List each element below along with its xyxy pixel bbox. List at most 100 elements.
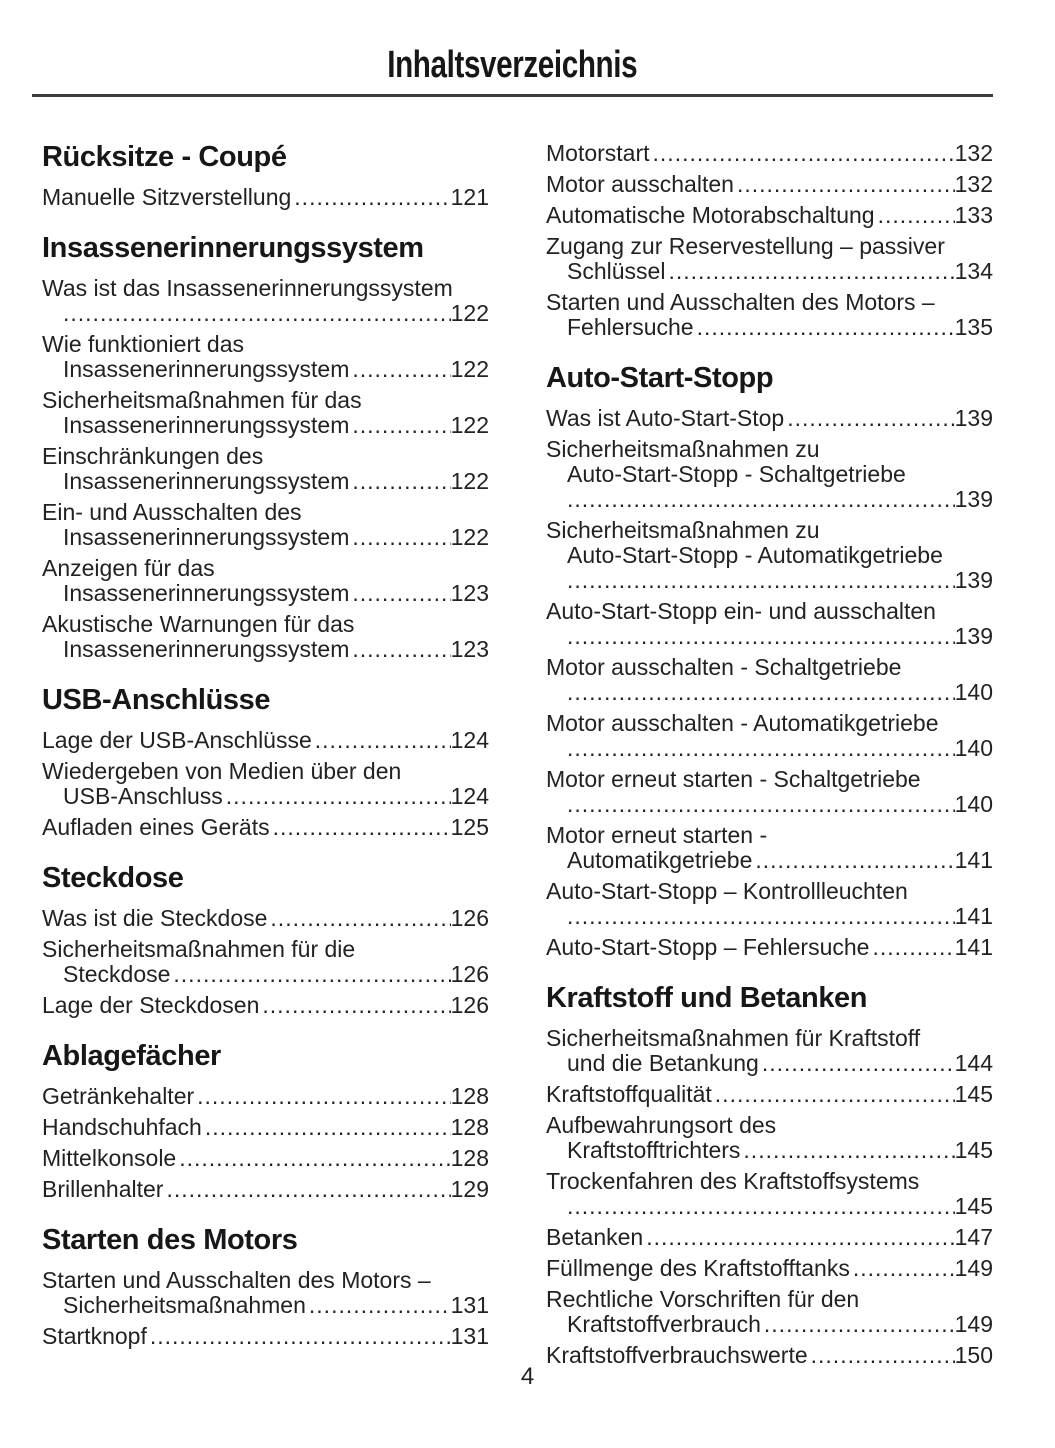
page-ref: 149 <box>954 1311 993 1337</box>
toc-entry-dotline: 139 <box>546 568 993 593</box>
page-ref: 132 <box>954 171 993 197</box>
page-ref: 122 <box>450 468 489 494</box>
toc-entry-text: USB-Anschluss <box>63 783 223 809</box>
toc-entry-line: Sicherheitsmaßnahmen für die <box>42 936 356 962</box>
toc-entry: Sicherheitsmaßnahmen für Kraftstoff und d… <box>546 1026 993 1076</box>
toc-entry-line: Sicherheitsmaßnahmen zu <box>546 436 820 462</box>
toc-entry-text: Fehlersuche <box>567 314 694 340</box>
dot-leader <box>166 1177 450 1202</box>
dot-leader <box>352 525 450 550</box>
page-ref: 141 <box>954 847 993 873</box>
toc-entry-line: Sicherheitsmaßnahmen zu <box>546 517 820 543</box>
toc-entry-dotline: Handschuhfach 128 <box>42 1115 489 1140</box>
toc-entry: Kraftstoffverbrauchswerte 150 <box>546 1343 993 1368</box>
page-ref: 132 <box>954 140 993 166</box>
toc-entry-text: Insassenerinnerungssystem <box>63 580 350 606</box>
toc-entry-line: Motor erneut starten - <box>546 822 768 848</box>
toc-entry: Trockenfahren des Kraftstoffsystems 145 <box>546 1169 993 1219</box>
toc-entry: Aufladen eines Geräts 125 <box>42 815 489 840</box>
dot-leader <box>294 185 450 210</box>
toc-entry: Einschränkungen des Insassenerinnerungssy… <box>42 444 489 494</box>
toc-entry-dotline: Insassenerinnerungssystem 122 <box>42 525 489 550</box>
toc-entry: Kraftstoffqualität 145 <box>546 1082 993 1107</box>
page-ref: 128 <box>450 1083 489 1109</box>
toc-entry-line: Auto-Start-Stopp - Automatikgetriebe <box>567 542 943 568</box>
dot-leader <box>872 935 954 960</box>
toc-column-right: Motorstart 132 Motor ausschalten 132 Automat… <box>546 141 993 1374</box>
page-title: Inhaltsverzeichnis <box>32 44 993 86</box>
toc-entry-dotline: Lage der Steckdosen 126 <box>42 993 489 1018</box>
toc-entry-line: Motor ausschalten - Schaltgetriebe <box>546 654 902 680</box>
dot-leader <box>150 1324 451 1349</box>
dot-leader <box>352 581 450 606</box>
toc-section-heading: Ablagefächer <box>42 1040 221 1072</box>
toc-entry-dotline: Getränkehalter 128 <box>42 1084 489 1109</box>
dot-leader <box>63 301 451 326</box>
page-ref: 140 <box>954 791 993 817</box>
page-ref: 126 <box>450 992 489 1018</box>
toc-entry-text: Betanken <box>546 1224 644 1250</box>
toc-entry-line: Aufbewahrungsort des <box>546 1112 777 1138</box>
toc-entry-line: Rechtliche Vorschriften für den <box>546 1286 860 1312</box>
page-ref: 125 <box>450 814 489 840</box>
toc-entry: Anzeigen für das Insassenerinnerungssyste… <box>42 556 489 606</box>
toc-entry-text: Insassenerinnerungssystem <box>63 412 350 438</box>
toc-entry: Füllmenge des Kraftstofftanks 149 <box>546 1256 993 1281</box>
toc-entry-text: Schlüssel <box>567 258 666 284</box>
title-rule <box>32 94 993 97</box>
page-number: 4 <box>520 1363 535 1390</box>
dot-leader <box>653 141 955 166</box>
toc-column-left: Rücksitze - Coupé Manuelle Sitzverstellun… <box>42 141 489 1374</box>
toc-entry-text: Kraftstofftrichters <box>567 1137 741 1163</box>
page-ref: 144 <box>954 1050 993 1076</box>
toc-entry-text: Mittelkonsole <box>42 1145 177 1171</box>
dot-leader <box>352 469 450 494</box>
toc-entry: Handschuhfach 128 <box>42 1115 489 1140</box>
toc-entry-text: Startknopf <box>42 1323 147 1349</box>
toc-entry-dotline: Schlüssel 134 <box>546 259 993 284</box>
toc-entry-text: Was ist die Steckdose <box>42 905 268 931</box>
page-ref: 126 <box>450 961 489 987</box>
toc-entry-text: Motorstart <box>546 140 650 166</box>
toc-section: Steckdose Was ist die Steckdose 126 Sicherh… <box>42 862 489 1018</box>
dot-leader <box>567 487 955 512</box>
toc-entry-dotline: 139 <box>546 487 993 512</box>
dot-leader <box>270 906 450 931</box>
toc-entry-line: Was ist das Insassenerinnerungssystem <box>42 275 453 301</box>
toc-entry-line: Anzeigen für das <box>42 555 215 581</box>
toc-entry-text: Brillenhalter <box>42 1176 164 1202</box>
page-ref: 126 <box>450 905 489 931</box>
toc-entry-dotline: Mittelkonsole 128 <box>42 1146 489 1171</box>
page-ref: 145 <box>954 1137 993 1163</box>
toc-section-heading: USB-Anschlüsse <box>42 684 271 716</box>
dot-leader <box>262 993 450 1018</box>
page-ref: 128 <box>450 1114 489 1140</box>
dot-leader <box>715 1082 955 1107</box>
toc-entry-line: Einschränkungen des <box>42 443 264 469</box>
page-ref: 122 <box>450 524 489 550</box>
toc-entry-text: Handschuhfach <box>42 1114 202 1140</box>
toc-entry-dotline: Was ist Auto-Start-Stop 139 <box>546 406 993 431</box>
toc-entry-text: Steckdose <box>63 961 171 987</box>
toc-entry-text: Kraftstoffverbrauch <box>567 1311 761 1337</box>
toc-entry-dotline: Insassenerinnerungssystem 122 <box>42 357 489 382</box>
toc-entry: Motor ausschalten 132 <box>546 172 993 197</box>
toc-entry: Auto-Start-Stopp ein- und ausschalten 139 <box>546 599 993 649</box>
toc-entry-text: Kraftstoffverbrauchswerte <box>546 1342 808 1368</box>
toc-entry-dotline: 141 <box>546 904 993 929</box>
toc-entry-dotline: Insassenerinnerungssystem 123 <box>42 581 489 606</box>
toc-entry: Motor ausschalten - Schaltgetriebe 140 <box>546 655 993 705</box>
toc-entry-text: Füllmenge des Kraftstofftanks <box>546 1255 850 1281</box>
dot-leader <box>697 315 955 340</box>
toc-section: Insassenerinnerungssystem Was ist das Ins… <box>42 232 489 662</box>
dot-leader <box>567 792 955 817</box>
toc-entry: Ein- und Ausschalten des Insassenerinneru… <box>42 500 489 550</box>
toc-entry-line: Starten und Ausschalten des Motors – <box>42 1267 431 1293</box>
toc-entry-text: Insassenerinnerungssystem <box>63 524 350 550</box>
toc-entry-dotline: Insassenerinnerungssystem 122 <box>42 413 489 438</box>
toc-entry-dotline: Brillenhalter 129 <box>42 1177 489 1202</box>
toc-entry-dotline: 122 <box>42 301 489 326</box>
toc-entry-dotline: Steckdose 126 <box>42 962 489 987</box>
page-ref: 121 <box>450 184 489 210</box>
dot-leader <box>197 1084 450 1109</box>
